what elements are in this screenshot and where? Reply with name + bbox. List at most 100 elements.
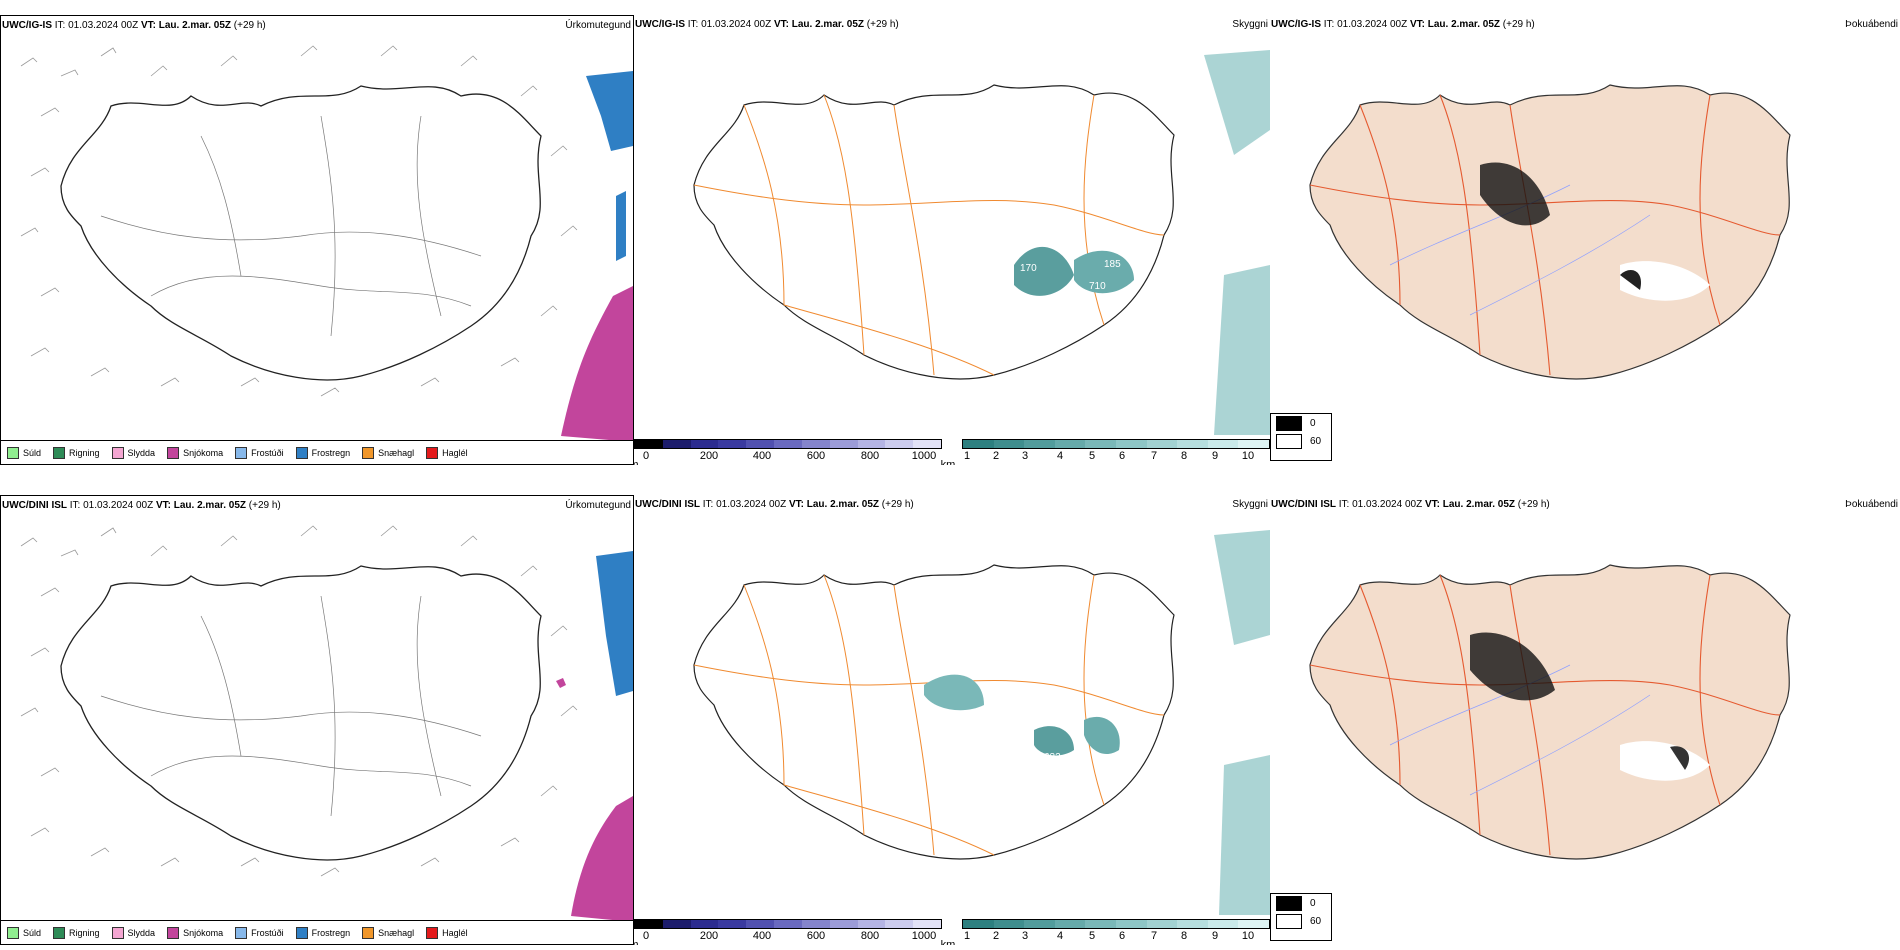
panel-title: Skyggni [1232, 499, 1268, 510]
legend-swatch [111, 446, 124, 459]
height-scale: m 0 200 400 600 800 1000 [634, 919, 942, 945]
legend-swatch [7, 446, 19, 459]
scale-tick: 6 [1118, 450, 1126, 462]
scale-tick: 800 [860, 450, 880, 462]
legend-swatch [1276, 913, 1302, 929]
scale-tick: 600 [806, 930, 826, 942]
roads [1309, 574, 1781, 856]
panel-title: Þokuábendi [1845, 19, 1898, 30]
wind-barbs [20, 45, 578, 397]
model-name: UWC/DINI ISL [635, 499, 700, 510]
precip-map [20, 525, 633, 922]
roads [100, 115, 482, 337]
legend-swatch [295, 446, 308, 459]
init-time: 01.03.2024 00Z [1337, 19, 1408, 30]
panel-header: UWC/IG-IS IT: 01.03.2024 00Z VT: Lau. 2.… [1270, 15, 1900, 35]
scale-tick: 200 [699, 450, 719, 462]
iceland-outline [1309, 84, 1791, 380]
init-time: 01.03.2024 00Z [68, 20, 139, 31]
visibility-scale: km 1 2 3 4 5 6 7 8 9 10 [941, 439, 1270, 465]
visibility-map: 170 185 710 [693, 50, 1270, 435]
scale-tick: 3 [1021, 930, 1029, 942]
lead-time: (+29 h) [248, 500, 281, 511]
precip-legend: Súld Rigning Slydda Snjókoma Frostúði Fr… [1, 920, 633, 944]
roads [100, 595, 482, 817]
visibility-panel: UWC/DINI ISL IT: 01.03.2024 00Z VT: Lau.… [634, 495, 1270, 945]
scale-tick: 600 [806, 450, 826, 462]
height-scale-strip [634, 919, 942, 929]
legend-swatch [426, 926, 439, 939]
scale-tick: 9 [1211, 450, 1219, 462]
scale-tick: 7 [1150, 930, 1158, 942]
elevation-label: 632 [1044, 752, 1061, 763]
panel-header: UWC/DINI ISL IT: 01.03.2024 00Z VT: Lau.… [634, 495, 1270, 515]
init-time: 01.03.2024 00Z [83, 500, 154, 511]
panel-title: Þokuábendi [1845, 499, 1898, 510]
scale-tick: 200 [699, 930, 719, 942]
model-name: UWC/IG-IS [1271, 19, 1321, 30]
visibility-scale-strip [962, 919, 1270, 929]
visibility-scale: km 1 2 3 4 5 6 7 8 9 10 [941, 919, 1270, 945]
model-name: UWC/IG-IS [635, 19, 685, 30]
snjokoma-area [561, 286, 633, 442]
legend-swatch [1276, 895, 1302, 911]
scale-tick: 800 [860, 930, 880, 942]
panel-header: UWC/IG-IS IT: 01.03.2024 00Z VT: Lau. 2.… [634, 15, 1270, 35]
lead-time: (+29 h) [881, 499, 914, 510]
scale-tick: 0 [642, 930, 650, 942]
panel-title: Úrkomutegund [565, 20, 631, 31]
legend-swatch [53, 446, 66, 459]
lead-time: (+29 h) [233, 20, 266, 31]
scale-tick: 3 [1021, 450, 1029, 462]
scale-tick: 4 [1056, 450, 1064, 462]
model-name: UWC/DINI ISL [2, 500, 67, 511]
fog-map [1309, 564, 1791, 860]
scale-tick: 10 [1241, 450, 1255, 462]
scale-tick: 400 [752, 450, 772, 462]
iceland-outline [693, 84, 1175, 380]
lead-time: (+29 h) [866, 19, 899, 30]
valid-time: Lau. 2.mar. 05Z [158, 20, 232, 31]
iceland-outline [1309, 564, 1791, 860]
panel-title: Úrkomutegund [565, 500, 631, 511]
iceland-outline [60, 565, 542, 861]
height-unit: m [634, 939, 639, 945]
scale-tick: 4 [1056, 930, 1064, 942]
valid-time: Lau. 2.mar. 05Z [1442, 499, 1516, 510]
panel-header: UWC/IG-IS IT: 01.03.2024 00Z VT: Lau. 2.… [1, 16, 633, 36]
snjokoma-area [571, 796, 633, 922]
init-time: 01.03.2024 00Z [1352, 499, 1423, 510]
scale-tick: 2 [992, 450, 1000, 462]
panel-title: Skyggni [1232, 19, 1268, 30]
valid-time: Lau. 2.mar. 05Z [1427, 19, 1501, 30]
visibility-unit: km [940, 459, 956, 465]
legend-swatch [235, 446, 248, 459]
visibility-unit: km [940, 939, 956, 945]
scale-tick: 6 [1118, 930, 1126, 942]
valid-time: Lau. 2.mar. 05Z [806, 499, 880, 510]
legend-swatch [167, 926, 180, 939]
legend-swatch [53, 926, 66, 939]
wind-barbs [20, 525, 578, 877]
scale-tick: 8 [1180, 450, 1188, 462]
fog-legend: 0 60 [1270, 893, 1332, 941]
precip-type-panel: UWC/DINI ISL IT: 01.03.2024 00Z VT: Lau.… [0, 495, 634, 945]
fog-map [1309, 84, 1791, 380]
legend-swatch [362, 926, 375, 939]
precip-legend: Súld Rigning Slydda Snjókoma Frostúði Fr… [1, 440, 633, 464]
elevation-label: 185 [1104, 259, 1121, 270]
scale-tick: 1000 [911, 450, 937, 462]
legend-swatch [1276, 415, 1302, 431]
legend-swatch [167, 446, 180, 459]
legend-swatch [235, 926, 248, 939]
height-unit: m [634, 459, 639, 465]
lead-time: (+29 h) [1517, 499, 1550, 510]
visibility-scale-strip [962, 439, 1270, 449]
iceland-outline [693, 564, 1175, 860]
elevation-label: 170 [1020, 263, 1037, 274]
fog-index-panel: UWC/DINI ISL IT: 01.03.2024 00Z VT: Lau.… [1270, 495, 1900, 945]
valid-time: Lau. 2.mar. 05Z [791, 19, 865, 30]
legend-swatch [362, 446, 375, 459]
panel-header: UWC/DINI ISL IT: 01.03.2024 00Z VT: Lau.… [1270, 495, 1900, 515]
scale-tick: 1 [963, 450, 971, 462]
